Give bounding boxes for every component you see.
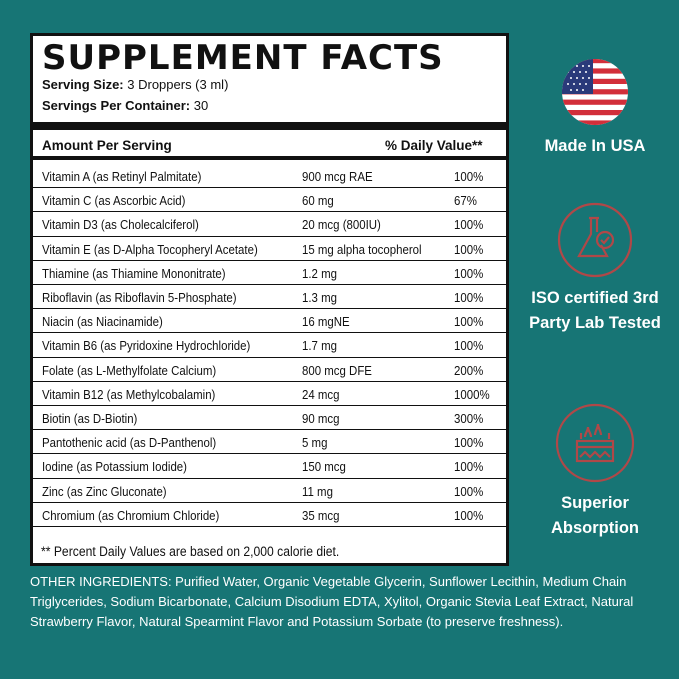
- table-row: Biotin (as D-Biotin) 90 mcg 300%: [33, 406, 506, 431]
- nutrient-dv: 100%: [454, 338, 484, 354]
- badge-made-in-usa: Made In USA: [520, 58, 670, 159]
- footnote: ** Percent Daily Values are based on 2,0…: [41, 544, 340, 559]
- nutrient-dv: 100%: [454, 169, 484, 184]
- nutrient-amount: 1.7 mg: [302, 338, 337, 354]
- nutrient-dv: 1000%: [454, 386, 490, 402]
- divider-thick: [33, 122, 506, 130]
- supplement-facts-panel: SUPPLEMENT FACTS Serving Size: 3 Dropper…: [30, 33, 509, 566]
- nutrient-name: Vitamin B6 (as Pyridoxine Hydrochloride): [42, 338, 251, 354]
- nutrient-amount: 90 mcg: [302, 411, 340, 426]
- nutrient-name: Pantothenic acid (as D-Panthenol): [42, 435, 217, 451]
- nutrient-dv: 100%: [454, 265, 484, 281]
- us-flag-icon: [562, 59, 628, 125]
- nutrient-amount: 5 mg: [302, 435, 328, 451]
- nutrient-dv: 100%: [454, 483, 484, 499]
- nutrient-name: Chromium (as Chromium Chloride): [42, 507, 220, 523]
- nutrient-amount: 1.2 mg: [302, 265, 337, 281]
- table-row: Folate (as L-Methylfolate Calcium) 800 mc…: [33, 358, 506, 382]
- nutrient-dv: 100%: [454, 314, 484, 330]
- panel-title: SUPPLEMENT FACTS: [42, 38, 444, 78]
- header-amount: Amount Per Serving: [42, 138, 172, 153]
- nutrient-amount: 35 mcg: [302, 507, 340, 523]
- nutrient-amount: 11 mg: [302, 483, 333, 499]
- nutrient-name: Biotin (as D-Biotin): [42, 411, 138, 426]
- nutrient-amount: 24 mcg: [302, 386, 340, 402]
- nutrient-dv: 100%: [454, 241, 484, 257]
- nutrient-name: Iodine (as Potassium Iodide): [42, 459, 187, 475]
- nutrient-dv: 100%: [454, 435, 484, 451]
- nutrient-dv: 200%: [454, 362, 484, 378]
- badge-label: ISO certified 3rd Party Lab Tested: [529, 289, 661, 332]
- nutrient-name: Vitamin C (as Ascorbic Acid): [42, 193, 186, 209]
- nutrient-amount: 16 mgNE: [302, 314, 350, 330]
- serving-size: Serving Size: 3 Droppers (3 ml): [42, 77, 229, 92]
- table-row: Vitamin B12 (as Methylcobalamin) 24 mcg 10…: [33, 382, 506, 406]
- table-row: Chromium (as Chromium Chloride) 35 mcg 100…: [33, 503, 506, 527]
- nutrient-amount: 60 mg: [302, 193, 334, 209]
- nutrient-name: Vitamin A (as Retinyl Palmitate): [42, 169, 202, 184]
- nutrient-name: Thiamine (as Thiamine Mononitrate): [42, 265, 226, 281]
- badge-label: Superior Absorption: [551, 494, 639, 537]
- other-ingredients: OTHER INGREDIENTS: Purified Water, Organ…: [30, 574, 634, 629]
- table-row: Thiamine (as Thiamine Mononitrate) 1.2 mg…: [33, 261, 506, 285]
- table-row: Iodine (as Potassium Iodide) 150 mcg 100%: [33, 454, 506, 479]
- nutrient-dv: 300%: [454, 411, 484, 426]
- header-daily-value: % Daily Value**: [385, 138, 483, 153]
- badge-label: Made In USA: [544, 137, 646, 155]
- nutrient-amount: 800 mcg DFE: [302, 362, 372, 378]
- nutrient-amount: 20 mcg (800IU): [302, 217, 381, 233]
- nutrient-name: Riboflavin (as Riboflavin 5-Phosphate): [42, 290, 237, 305]
- nutrient-amount: 1.3 mg: [302, 290, 337, 305]
- nutrient-name: Vitamin D3 (as Cholecalciferol): [42, 217, 199, 233]
- table-row: Vitamin C (as Ascorbic Acid) 60 mg 67%: [33, 188, 506, 213]
- nutrient-amount: 15 mg alpha tocopherol: [302, 241, 422, 257]
- nutrient-name: Vitamin E (as D-Alpha Tocopheryl Acetate…: [42, 241, 258, 257]
- absorption-icon: [555, 403, 635, 483]
- table-row: Vitamin D3 (as Cholecalciferol) 20 mcg (8…: [33, 212, 506, 237]
- table-row: Riboflavin (as Riboflavin 5-Phosphate) 1.…: [33, 285, 506, 310]
- nutrient-name: Niacin (as Niacinamide): [42, 314, 163, 330]
- nutrient-dv: 100%: [454, 217, 484, 233]
- nutrient-dv: 100%: [454, 290, 484, 305]
- table-row: Vitamin E (as D-Alpha Tocopheryl Acetate…: [33, 237, 506, 261]
- nutrient-name: Vitamin B12 (as Methylcobalamin): [42, 386, 216, 402]
- badge-superior-absorption: Superior Absorption: [520, 403, 670, 541]
- table-row: Niacin (as Niacinamide) 16 mgNE 100%: [33, 309, 506, 334]
- nutrient-dv: 100%: [454, 507, 484, 523]
- table-row: Vitamin B6 (as Pyridoxine Hydrochloride)…: [33, 333, 506, 358]
- nutrient-amount: 900 mcg RAE: [302, 169, 373, 184]
- table-header: Amount Per Serving % Daily Value**: [33, 130, 506, 160]
- nutrient-amount: 150 mcg: [302, 459, 346, 475]
- table-row: Zinc (as Zinc Gluconate) 11 mg 100%: [33, 479, 506, 503]
- badge-lab-tested: ISO certified 3rd Party Lab Tested: [520, 202, 670, 336]
- nutrient-name: Zinc (as Zinc Gluconate): [42, 483, 167, 499]
- lab-flask-check-icon: [557, 202, 633, 278]
- servings-per-container: Servings Per Container: 30: [42, 98, 209, 113]
- table-row: Vitamin A (as Retinyl Palmitate) 900 mcg …: [33, 164, 506, 189]
- table-row: Pantothenic acid (as D-Panthenol) 5 mg 100…: [33, 430, 506, 455]
- nutrient-dv: 100%: [454, 459, 484, 475]
- nutrient-dv: 67%: [454, 193, 477, 209]
- nutrient-name: Folate (as L-Methylfolate Calcium): [42, 362, 217, 378]
